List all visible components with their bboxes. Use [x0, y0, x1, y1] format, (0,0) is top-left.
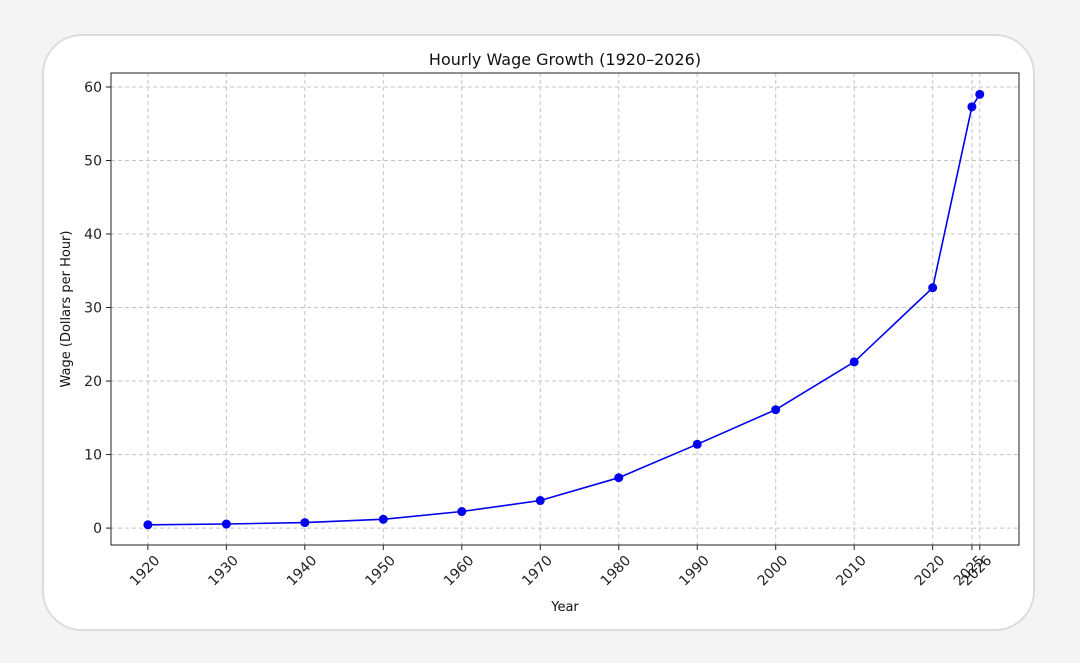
data-point: [614, 473, 624, 483]
data-point: [849, 357, 859, 367]
data-point: [975, 89, 985, 99]
y-tick-label: 60: [84, 80, 102, 96]
data-point: [378, 514, 388, 524]
chart-title: Hourly Wage Growth (1920–2026): [429, 50, 701, 69]
data-point: [457, 507, 467, 517]
data-point: [967, 102, 977, 112]
y-axis-label: Wage (Dollars per Hour): [59, 231, 74, 388]
y-tick-label: 0: [93, 521, 102, 537]
plot-frame: [110, 72, 1020, 546]
y-tick-label: 50: [84, 153, 102, 169]
x-tick-label: 1980: [598, 553, 635, 590]
data-point: [300, 518, 310, 528]
y-tick-label: 30: [84, 301, 102, 317]
y-tick-label: 20: [84, 374, 102, 390]
data-point: [928, 283, 938, 293]
axis-ticks: 0 10 20 30 40 50 60 1920 1930 1940 1950 1960 1970 198…: [84, 80, 995, 589]
data-point: [143, 520, 153, 530]
data-point: [692, 439, 702, 449]
data-point: [771, 405, 781, 415]
data-point: [535, 496, 545, 506]
x-axis-label: Year: [550, 600, 579, 615]
x-tick-label: 1930: [205, 553, 242, 590]
x-tick-label: 1950: [362, 553, 399, 590]
x-tick-label: 2010: [833, 553, 870, 590]
x-tick-label: 2020: [912, 553, 949, 590]
data-point: [221, 519, 231, 529]
y-tick-label: 40: [84, 227, 102, 243]
x-tick-label: 1920: [127, 553, 164, 590]
x-tick-label: 1960: [441, 553, 478, 590]
x-tick-label: 1970: [519, 553, 556, 590]
series-layer: [143, 89, 985, 530]
chart-card: [42, 34, 1035, 631]
x-tick-label: 2000: [755, 553, 792, 590]
x-tick-label: 1940: [284, 553, 321, 590]
x-tick-label: 1990: [676, 553, 713, 590]
grid-lines: [111, 73, 1019, 545]
series-line: [147, 93, 981, 526]
y-tick-label: 10: [84, 448, 102, 464]
